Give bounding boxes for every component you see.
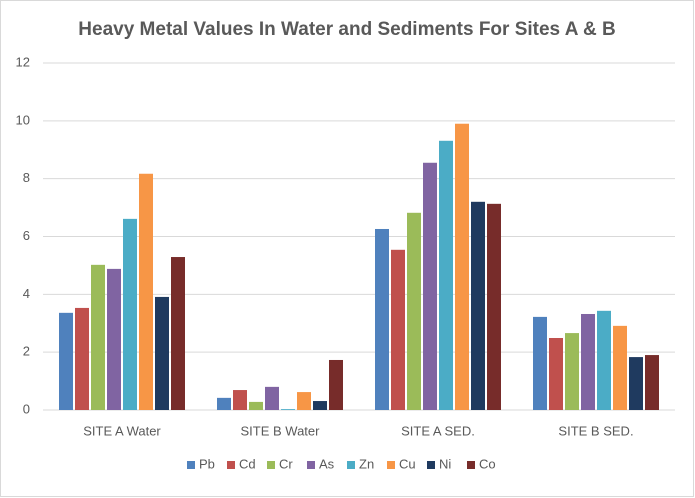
bar [123,218,137,410]
bar [629,357,643,410]
y-tick-label: 10 [16,112,30,127]
bar [455,123,469,410]
bar [329,359,343,410]
legend-swatch [227,461,235,469]
bar [249,401,263,410]
legend-label: Cd [239,456,256,471]
x-tick-label: SITE A Water [83,423,161,438]
y-tick-label: 12 [16,54,30,69]
bar [313,401,327,410]
bar [613,325,627,410]
y-tick-label: 6 [23,228,30,243]
legend-swatch [347,461,355,469]
legend-label: Co [479,456,496,471]
legend-swatch [187,461,195,469]
bar [59,312,73,410]
bar [375,228,389,410]
bar [155,296,169,410]
bar [91,264,105,410]
bar [533,316,547,410]
bar [281,409,295,410]
y-tick-label: 4 [23,286,30,301]
bar [233,390,247,410]
chart-title: Heavy Metal Values In Water and Sediment… [78,19,615,40]
bar [407,212,421,410]
bar [581,313,595,410]
legend-label: Cu [399,456,416,471]
legend-label: Pb [199,456,215,471]
legend-swatch [427,461,435,469]
legend-label: As [319,456,335,471]
bar [297,392,311,410]
legend-label: Ni [439,456,451,471]
bar [439,140,453,410]
bar [139,173,153,410]
x-tick-label: SITE B Water [241,423,321,438]
legend-label: Zn [359,456,374,471]
legend-swatch [387,461,395,469]
bar [471,201,485,410]
bar [75,307,89,410]
y-tick-label: 8 [23,170,30,185]
x-tick-label: SITE A SED. [401,423,475,438]
legend-swatch [307,461,315,469]
legend-swatch [467,461,475,469]
bar [391,249,405,410]
legend-swatch [267,461,275,469]
y-tick-label: 0 [23,401,30,416]
bar [265,386,279,410]
x-tick-label: SITE B SED. [558,423,633,438]
bar [171,257,185,410]
bar [549,337,563,410]
bar [645,355,659,410]
bar [423,162,437,410]
bar [597,310,611,410]
y-tick-label: 2 [23,344,30,359]
bar [487,203,501,410]
bar [107,268,121,410]
legend-label: Cr [279,456,293,471]
bar [565,333,579,410]
bar [217,397,231,410]
